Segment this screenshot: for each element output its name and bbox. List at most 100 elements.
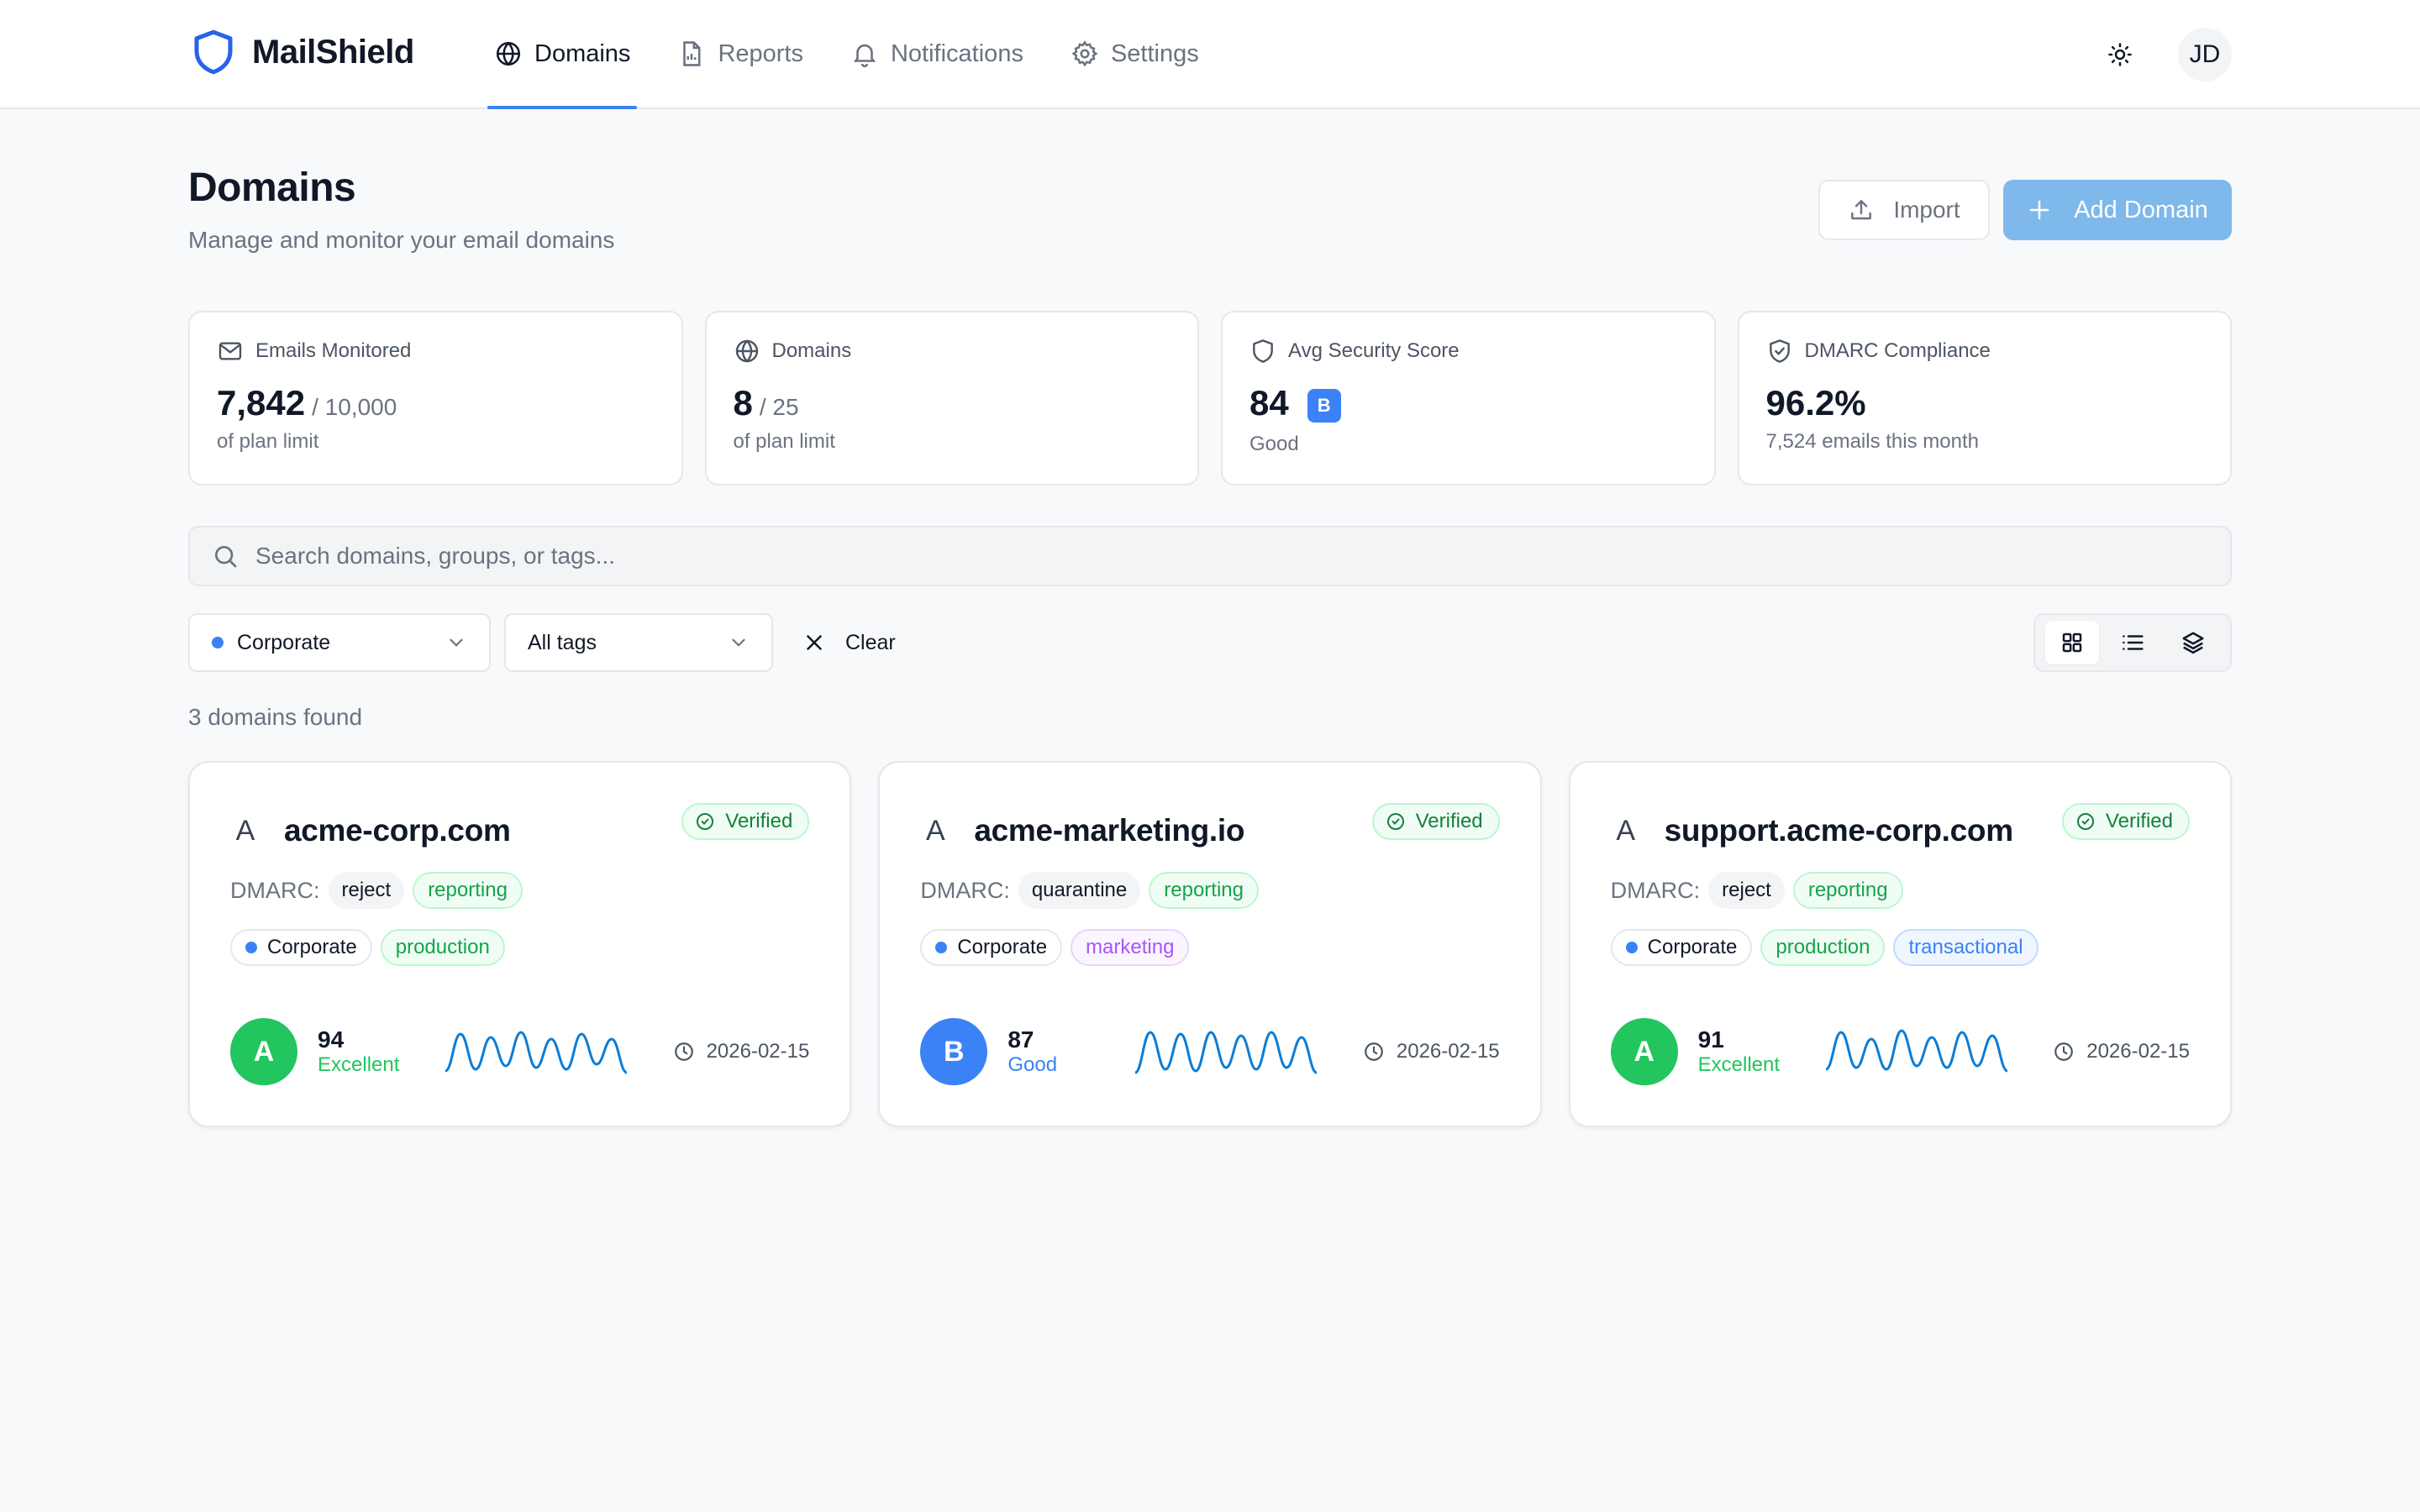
dmarc-row: DMARC: reject reporting	[1611, 872, 1903, 909]
chevron-down-icon	[732, 638, 745, 647]
group-color-dot	[935, 942, 948, 953]
theme-toggle-button[interactable]	[2099, 34, 2141, 76]
sparkline-chart	[1134, 1031, 1318, 1074]
dmarc-policy-pill: quarantine	[1018, 872, 1141, 909]
clock-icon	[674, 1042, 693, 1061]
date-text: 2026-02-15	[1396, 1040, 1500, 1063]
top-navigation-bar: MailShield Domains Reports Notifications…	[0, 0, 2420, 109]
grid-icon	[2062, 633, 2082, 653]
tag-row: Corporate production transactional	[1610, 929, 2039, 966]
nav-label: Notifications	[890, 39, 1023, 67]
nav-item-notifications[interactable]: Notifications	[844, 0, 1030, 108]
group-filter-select[interactable]: Corporate	[188, 613, 491, 672]
list-view-button[interactable]	[2106, 621, 2160, 664]
view-toggle	[2033, 613, 2232, 672]
grid-view-button[interactable]	[2045, 621, 2099, 664]
stat-limit: / 10,000	[312, 394, 397, 420]
tag-pill[interactable]: production	[1760, 929, 1886, 966]
verified-label: Verified	[2105, 810, 2173, 832]
stat-label: Avg Security Score	[1288, 339, 1460, 362]
group-pill[interactable]: Corporate	[230, 929, 372, 966]
domain-card[interactable]: A acme-corp.com Verified DMARC: reject r…	[188, 761, 852, 1127]
stat-value: 8	[733, 383, 753, 423]
add-domain-button[interactable]: Add Domain	[2003, 180, 2232, 240]
last-check-date: 2026-02-15	[673, 1040, 810, 1063]
verified-badge: Verified	[1371, 803, 1500, 840]
stat-value: 96.2%	[1765, 383, 1866, 423]
import-label: Import	[1893, 197, 1960, 223]
stat-label: Emails Monitored	[255, 339, 412, 362]
stat-note: 7,524 emails this month	[1765, 430, 1979, 453]
sparkline-chart	[1824, 1029, 2008, 1073]
grade-circle: A	[230, 1018, 297, 1085]
dmarc-row: DMARC: quarantine reporting	[920, 872, 1259, 909]
group-color-dot	[212, 637, 224, 648]
clear-label: Clear	[845, 630, 896, 654]
nav-item-reports[interactable]: Reports	[671, 0, 810, 108]
stat-label: DMARC Compliance	[1804, 339, 1991, 362]
clear-filters-button[interactable]: Clear	[802, 613, 896, 672]
check-circle-icon	[2076, 813, 2094, 830]
score-number: 87	[1007, 1026, 1034, 1053]
dmarc-label: DMARC:	[1610, 877, 1701, 903]
group-color-dot	[1625, 942, 1638, 953]
bell-icon	[853, 44, 876, 68]
add-domain-label: Add Domain	[2074, 196, 2208, 223]
plus-icon	[2029, 200, 2049, 220]
date-text: 2026-02-15	[706, 1040, 810, 1063]
stat-note: of plan limit	[733, 430, 835, 453]
tags-filter-select[interactable]: All tags	[504, 613, 773, 672]
nav-label: Settings	[1110, 39, 1199, 67]
tag-row: Corporate marketing	[920, 929, 1190, 966]
verified-label: Verified	[725, 810, 793, 832]
stat-note: of plan limit	[217, 430, 319, 453]
user-avatar[interactable]: JD	[2178, 28, 2232, 81]
chevron-down-icon	[450, 638, 463, 647]
search-input[interactable]	[255, 543, 2188, 570]
search-icon	[215, 546, 237, 568]
brand[interactable]: MailShield	[188, 25, 414, 79]
page-title: Domains	[188, 165, 356, 210]
nav-item-domains[interactable]: Domains	[487, 0, 638, 109]
date-text: 2026-02-15	[2086, 1040, 2190, 1063]
reporting-pill: reporting	[1792, 872, 1903, 909]
group-pill-label: Corporate	[267, 936, 357, 958]
stat-note: Good	[1249, 433, 1299, 455]
domain-card[interactable]: A acme-marketing.io Verified DMARC: quar…	[878, 761, 1542, 1127]
score-label: Excellent	[1697, 1053, 1781, 1076]
nav-item-settings[interactable]: Settings	[1064, 0, 1206, 108]
domain-card-grid: A acme-corp.com Verified DMARC: reject r…	[188, 761, 2232, 1127]
stat-value: 84	[1249, 383, 1289, 423]
clock-icon	[2054, 1042, 2074, 1061]
score-row: B 87 Good 2026-02-15	[920, 1018, 1500, 1085]
tag-pill[interactable]: marketing	[1071, 929, 1190, 966]
tag-row: Corporate production	[230, 929, 505, 966]
results-count: 3 domains found	[188, 704, 363, 730]
shield-icon	[1253, 339, 1273, 363]
domain-card[interactable]: A support.acme-corp.com Verified DMARC: …	[1568, 761, 2232, 1127]
dmarc-label: DMARC:	[230, 877, 320, 903]
tag-pill[interactable]: production	[380, 929, 505, 966]
import-button[interactable]: Import	[1818, 180, 1990, 240]
sparkline-chart	[445, 1031, 628, 1074]
score-number: 94	[318, 1026, 345, 1053]
group-pill[interactable]: Corporate	[920, 929, 1063, 966]
score-label: Good	[1007, 1053, 1058, 1076]
group-pill[interactable]: Corporate	[1610, 929, 1753, 966]
mail-icon	[218, 342, 242, 360]
domain-initial: A	[235, 814, 255, 847]
gear-icon	[1071, 40, 1098, 67]
stat-card-domains: Domains 8 / 25 of plan limit	[704, 311, 1199, 486]
brand-name: MailShield	[252, 33, 414, 71]
verified-badge: Verified	[2061, 803, 2190, 840]
globe-icon	[496, 41, 521, 66]
last-check-date: 2026-02-15	[2053, 1040, 2190, 1063]
check-circle-icon	[1386, 813, 1404, 830]
search-bar	[188, 526, 2232, 586]
domain-initial: A	[1616, 814, 1635, 847]
tag-pill[interactable]: transactional	[1893, 929, 2039, 966]
group-color-dot	[245, 942, 257, 953]
dmarc-policy-pill: reject	[1708, 872, 1785, 909]
upload-icon	[1851, 200, 1872, 220]
grouped-view-button[interactable]	[2166, 621, 2220, 664]
